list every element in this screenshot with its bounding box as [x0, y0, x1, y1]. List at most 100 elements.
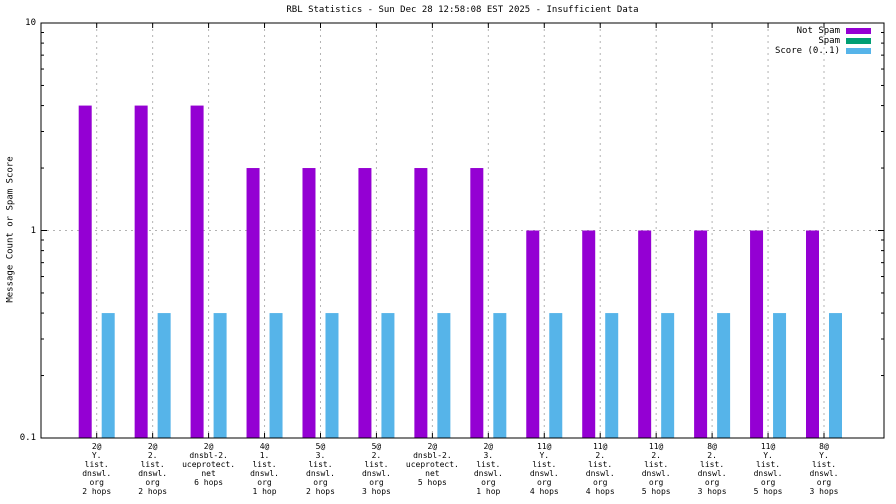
x-tick-label-line: dnswl. — [306, 469, 335, 478]
x-tick-label: 8@ 2. list. dnswl. org 3 hops — [684, 442, 740, 496]
x-tick-label-line: org — [257, 478, 272, 487]
x-tick-label: 2@ 3. list. dnswl. org 1 hop — [460, 442, 516, 496]
legend-swatch — [846, 28, 871, 34]
x-tick-label-line: 2 hops — [306, 487, 335, 496]
x-tick-label-line: 2 hops — [82, 487, 112, 496]
x-tick-label-line: dnswl. — [753, 469, 783, 478]
bar-not-spam — [526, 230, 540, 438]
x-tick-label-line: 2. — [371, 451, 382, 460]
x-tick-label-line: list. — [700, 460, 725, 469]
x-tick-label-line: list. — [140, 460, 165, 469]
x-tick-label-line: dnswl. — [585, 469, 615, 478]
x-tick-label-line: org — [481, 478, 496, 487]
x-tick-label-line: Y. — [819, 451, 829, 460]
x-tick-label-line: 8@ — [707, 442, 717, 451]
legend-label: Not Spam — [796, 26, 840, 36]
x-tick-label-line: dnswl. — [529, 469, 559, 478]
x-tick-label-line: org — [369, 478, 384, 487]
bar-score — [437, 313, 451, 438]
x-tick-label-line: org — [704, 478, 720, 487]
legend-swatch — [846, 38, 871, 44]
x-tick-label-line: org — [592, 478, 608, 487]
bar-not-spam — [638, 230, 652, 438]
x-tick-label-line: dnswl. — [697, 469, 727, 478]
x-tick-label-line: Y. — [539, 451, 550, 460]
x-tick-label-line: list. — [588, 460, 613, 469]
bar-score — [269, 313, 283, 438]
x-tick-label-line: net — [201, 469, 216, 478]
y-tick-label: 1 — [30, 225, 36, 236]
bar-not-spam — [694, 230, 708, 438]
x-tick-label-line: list. — [84, 460, 109, 469]
y-tick-label: 0.1 — [19, 433, 36, 443]
x-tick-label-line: 2@ — [147, 442, 158, 451]
x-tick-label-line: dnswl. — [641, 469, 671, 478]
legend-item: Spam — [775, 36, 871, 46]
legend: Not Spam Spam Score (0..1) — [775, 26, 871, 56]
x-tick-label-line: 2. — [147, 451, 158, 460]
x-tick-label-line: 2@ — [483, 442, 494, 451]
x-tick-label-line: 2. — [595, 451, 606, 460]
x-tick-label-line: dnswl. — [473, 469, 503, 478]
x-tick-label-line: 3 hops — [361, 487, 391, 496]
x-tick-label-line: org — [313, 478, 328, 487]
bar-not-spam — [190, 105, 204, 439]
bar-score — [773, 313, 787, 438]
x-tick-label: 11@ Y. list. dnswl. org 5 hops — [740, 442, 796, 496]
x-tick-label-line: 1 hop — [252, 487, 277, 496]
bar-not-spam — [134, 105, 148, 439]
legend-label: Spam — [818, 36, 840, 46]
x-tick-label-line: 5@ — [315, 442, 326, 451]
bar-not-spam — [302, 168, 316, 439]
bar-score — [661, 313, 675, 438]
x-tick-label-line: org — [89, 478, 104, 487]
x-tick-label-line: org — [648, 478, 664, 487]
legend-label: Score (0..1) — [774, 46, 840, 56]
x-tick-label-line: 5 hops — [641, 487, 671, 496]
x-tick-label-line: 4 hops — [585, 487, 615, 496]
x-tick-label: 11@ 2. list. dnswl. org 5 hops — [628, 442, 684, 496]
x-tick-label: 5@ 3. list. dnswl. org 2 hops — [292, 442, 348, 496]
x-tick-label-line: 1. — [259, 451, 270, 460]
x-tick-label: 8@ Y. list. dnswl. org 3 hops — [796, 442, 852, 496]
x-tick-label-line: 2@ — [427, 442, 438, 451]
x-tick-label-line: list. — [756, 460, 781, 469]
bar-not-spam — [806, 230, 819, 438]
x-tick-label-line: 11@ — [592, 442, 608, 451]
x-tick-label-line: 5@ — [371, 442, 382, 451]
x-tick-label-line: 4 hops — [529, 487, 559, 496]
bar-not-spam — [750, 230, 764, 438]
x-tick-label-line: list. — [644, 460, 669, 469]
bar-not-spam — [358, 168, 372, 439]
x-tick-label-line: net — [425, 469, 440, 478]
x-tick-label-line: 2@ — [91, 442, 102, 451]
x-tick-label: 2@ 2. list. dnswl. org 2 hops — [125, 442, 181, 496]
x-tick-label-line: dnsbl-2. — [189, 451, 228, 460]
legend-item: Score (0..1) — [775, 46, 871, 56]
x-tick-label-line: org — [145, 478, 160, 487]
x-tick-label-line: Y. — [763, 451, 773, 460]
x-tick-label: 2@ dnsbl-2. uceprotect. net 6 hops — [181, 442, 237, 487]
x-tick-label-line: 3. — [483, 451, 494, 460]
x-tick-label: 4@ 1. list. dnswl. org 1 hop — [237, 442, 293, 496]
x-tick-label-line: 6 hops — [194, 478, 224, 487]
x-tick-label-line: Y. — [91, 451, 102, 460]
bar-score — [549, 313, 563, 438]
x-tick-label-line: 4@ — [259, 442, 270, 451]
bar-not-spam — [78, 105, 92, 439]
x-tick-label-line: 5 hops — [417, 478, 447, 487]
x-tick-label-line: org — [816, 478, 832, 487]
bar-score — [829, 313, 842, 438]
x-tick-label-line: 3 hops — [697, 487, 727, 496]
y-tick-label: 10 — [25, 18, 36, 28]
x-tick-label: 2@ dnsbl-2. uceprotect. net 5 hops — [404, 442, 460, 487]
bar-not-spam — [246, 168, 260, 439]
x-tick-label-line: list. — [308, 460, 333, 469]
x-tick-label-line: 11@ — [760, 442, 776, 451]
bar-score — [717, 313, 731, 438]
x-tick-label-line: 8@ — [819, 442, 829, 451]
x-tick-label-line: uceprotect. — [405, 460, 459, 469]
x-tick-label-line: 11@ — [648, 442, 664, 451]
x-tick-label-line: 5 hops — [753, 487, 783, 496]
